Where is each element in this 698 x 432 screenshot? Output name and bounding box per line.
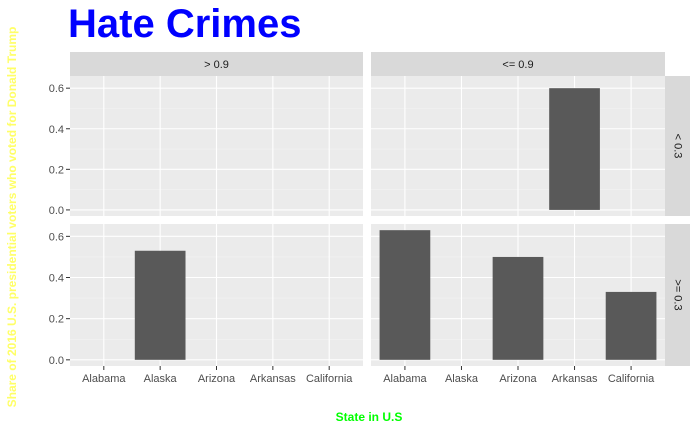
- facet-strip-row: [665, 224, 690, 366]
- bar: [605, 291, 657, 360]
- x-tick-label: California: [608, 373, 655, 385]
- y-tick-label: 0.2: [49, 164, 64, 176]
- facet-panel: [70, 224, 363, 366]
- bar: [492, 256, 544, 360]
- bar: [549, 88, 600, 210]
- x-tick-label: Arizona: [499, 373, 537, 385]
- x-tick-label: California: [306, 373, 353, 385]
- facet-strip-column: [371, 52, 665, 76]
- facet-panel: [371, 224, 665, 366]
- facet-panels: > 0.9 <= 0.9 < 0.3 >= 0.3 0.0 0.2 0.4 0.6 0.0 0.2…: [49, 52, 690, 385]
- facet-column-label: > 0.9: [204, 59, 229, 71]
- x-tick-label: Alabama: [82, 373, 126, 385]
- facet-strip-row: [665, 76, 690, 216]
- facet-row-label: >= 0.3: [672, 279, 684, 310]
- x-tick-label: Alaska: [144, 373, 178, 385]
- bar: [379, 230, 431, 360]
- y-tick-label: 0.2: [49, 314, 64, 326]
- x-axis-title: State in U.S: [336, 410, 403, 424]
- x-tick-label: Arkansas: [250, 373, 296, 385]
- y-tick-label: 0.0: [49, 205, 64, 217]
- facet-strip-column: [70, 52, 363, 76]
- facet-panel: [371, 76, 665, 216]
- x-tick-label: Arkansas: [552, 373, 598, 385]
- bar: [134, 250, 186, 360]
- x-tick-label: Alabama: [383, 373, 427, 385]
- x-tick-label: Alaska: [445, 373, 479, 385]
- y-axis-title: Share of 2016 U.S. presidential voters w…: [5, 27, 19, 408]
- y-tick-label: 0.6: [49, 83, 64, 95]
- facet-column-label: <= 0.9: [502, 59, 533, 71]
- x-tick-label: Arizona: [198, 373, 236, 385]
- y-tick-label: 0.4: [49, 273, 64, 285]
- y-tick-label: 0.6: [49, 231, 64, 243]
- facet-panel: [70, 76, 363, 216]
- y-tick-label: 0.0: [49, 355, 64, 367]
- facet-row-label: < 0.3: [672, 134, 684, 159]
- y-tick-label: 0.4: [49, 124, 64, 136]
- chart-title: Hate Crimes: [68, 2, 301, 46]
